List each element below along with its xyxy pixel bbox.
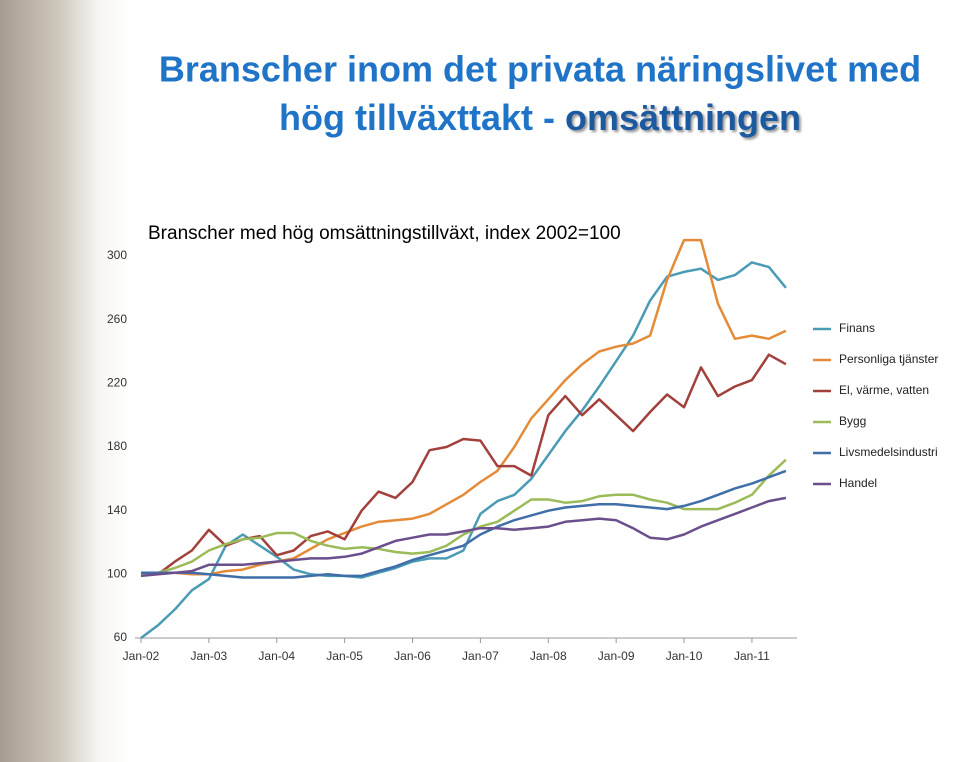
legend-label: El, värme, vatten bbox=[839, 383, 929, 397]
x-tick-label: Jan-06 bbox=[394, 649, 431, 663]
x-tick-label: Jan-10 bbox=[666, 649, 703, 663]
legend-label: Handel bbox=[839, 476, 877, 490]
y-tick-label: 260 bbox=[107, 312, 127, 326]
slide-title: hög tillväxttakt - omsättningen bbox=[279, 97, 801, 138]
series-line bbox=[140, 458, 787, 576]
legend-label: Personliga tjänster bbox=[839, 352, 938, 366]
y-tick-label: 220 bbox=[107, 376, 127, 390]
x-tick-label: Jan-05 bbox=[326, 649, 363, 663]
y-tick-label: 100 bbox=[107, 567, 127, 581]
background-texture bbox=[0, 0, 130, 762]
slide-title-part: hög tillväxttakt - bbox=[279, 97, 565, 138]
x-tick-label: Jan-07 bbox=[462, 649, 499, 663]
chart-title: Branscher med hög omsättningstillväxt, i… bbox=[148, 223, 621, 244]
series-line bbox=[140, 238, 787, 576]
legend-label: Finans bbox=[839, 321, 875, 335]
series-line bbox=[141, 469, 787, 579]
legend-label: Bygg bbox=[839, 414, 866, 428]
y-tick-label: 60 bbox=[114, 630, 128, 644]
legend-label: Livsmedelsindustri bbox=[839, 445, 938, 459]
slide-title: Branscher inom det privata näringslivet … bbox=[159, 49, 921, 90]
slide-title-highlight: omsättningen bbox=[565, 97, 801, 138]
y-tick-label: 300 bbox=[107, 248, 127, 262]
x-tick-label: Jan-11 bbox=[734, 649, 770, 663]
x-tick-label: Jan-04 bbox=[258, 649, 295, 663]
x-tick-label: Jan-09 bbox=[598, 649, 635, 663]
x-tick-label: Jan-08 bbox=[530, 649, 567, 663]
x-tick-label: Jan-03 bbox=[191, 649, 228, 663]
y-tick-label: 140 bbox=[107, 503, 127, 517]
series-line bbox=[140, 261, 787, 640]
y-tick-label: 180 bbox=[107, 439, 127, 453]
series-line bbox=[140, 496, 787, 578]
x-tick-label: Jan-02 bbox=[123, 649, 160, 663]
